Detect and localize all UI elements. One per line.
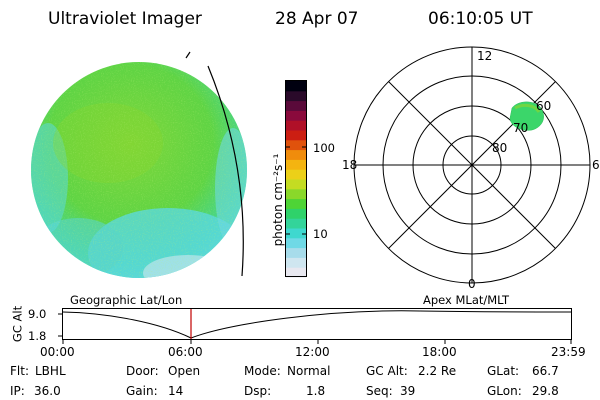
apex-label: Apex MLat/MLT xyxy=(423,293,510,307)
seq-label: Seq: xyxy=(366,384,393,398)
colorbar-segment xyxy=(286,120,306,131)
instrument-title: Ultraviolet Imager xyxy=(48,9,202,29)
x-tick-2359: 23:59 xyxy=(551,345,586,359)
colorbar-segment xyxy=(286,208,306,219)
door-label: Door: xyxy=(126,364,159,378)
flt-value: LBHL xyxy=(35,364,66,378)
colorbar-segment xyxy=(286,228,306,239)
x-tick-0000: 00:00 xyxy=(40,345,75,359)
x-tick-1200: 12:00 xyxy=(295,345,330,359)
x-tick-1800: 18:00 xyxy=(422,345,457,359)
colorbar-tick-100: 100 xyxy=(313,141,335,155)
y-tick-1-8: 1.8 xyxy=(28,329,47,343)
glat-label: GLat: xyxy=(487,364,520,378)
colorbar-segment xyxy=(286,218,306,229)
colorbar-segment xyxy=(286,179,306,190)
uv-earth-image xyxy=(31,51,247,278)
mlt-label-12: 12 xyxy=(477,49,492,63)
altitude-timeline xyxy=(58,308,572,344)
ip-value: 36.0 xyxy=(34,384,61,398)
mode-label: Mode: xyxy=(244,364,281,378)
dsp-label: Dsp: xyxy=(244,384,272,398)
colorbar-segment xyxy=(286,198,306,209)
y-tick-9: 9.0 xyxy=(28,307,47,321)
lat-label-60: 60 xyxy=(536,99,551,113)
colorbar-segment xyxy=(286,130,306,141)
seq-value: 39 xyxy=(400,384,416,398)
timeline-axis-title: GC Alt xyxy=(10,305,25,343)
gc-alt-value: 2.2 Re xyxy=(418,364,457,378)
lat-label-80: 80 xyxy=(492,141,507,155)
colorbar-segment xyxy=(286,110,306,121)
colorbar-segment xyxy=(286,267,306,278)
glon-label: GLon: xyxy=(487,384,522,398)
polar-plot: 12 6 0 18 60 70 80 xyxy=(342,46,600,290)
ip-label: IP: xyxy=(10,384,25,398)
observation-date: 28 Apr 07 xyxy=(275,9,359,29)
colorbar-segment xyxy=(286,149,306,160)
colorbar-segment xyxy=(286,237,306,249)
altitude-curve xyxy=(62,310,572,339)
colorbar-segment xyxy=(286,188,306,200)
mlt-label-0: 0 xyxy=(468,277,476,290)
glon-value: 29.8 xyxy=(532,384,559,398)
flt-label: Flt: xyxy=(10,364,29,378)
colorbar-label: photon cm⁻²s⁻¹ xyxy=(271,153,285,247)
colorbar-segment xyxy=(286,247,306,258)
door-value: Open xyxy=(168,364,201,378)
color-bar xyxy=(285,80,307,278)
mode-value: Normal xyxy=(287,364,331,378)
colorbar-segment xyxy=(286,81,306,92)
colorbar-tick-10: 10 xyxy=(313,227,328,241)
colorbar-segment xyxy=(286,159,306,170)
geographic-label: Geographic Lat/Lon xyxy=(70,293,183,307)
colorbar-segment xyxy=(286,169,306,180)
x-tick-0600: 06:00 xyxy=(168,345,203,359)
terminator-line xyxy=(207,65,244,277)
colorbar-segment xyxy=(286,90,306,102)
gc-alt-label: GC Alt: xyxy=(366,364,408,378)
observation-time: 06:10:05 UT xyxy=(428,9,533,29)
mlt-label-18: 18 xyxy=(342,158,357,172)
dsp-value: 1.8 xyxy=(306,384,326,398)
colorbar-segment xyxy=(286,257,306,268)
lat-label-70: 70 xyxy=(513,121,528,135)
colorbar-segment xyxy=(286,100,306,111)
glat-value: 66.7 xyxy=(532,364,559,378)
gain-value: 14 xyxy=(168,384,184,398)
colorbar-segment xyxy=(286,139,306,151)
mlt-label-6: 6 xyxy=(592,158,600,172)
gain-label: Gain: xyxy=(126,384,158,398)
